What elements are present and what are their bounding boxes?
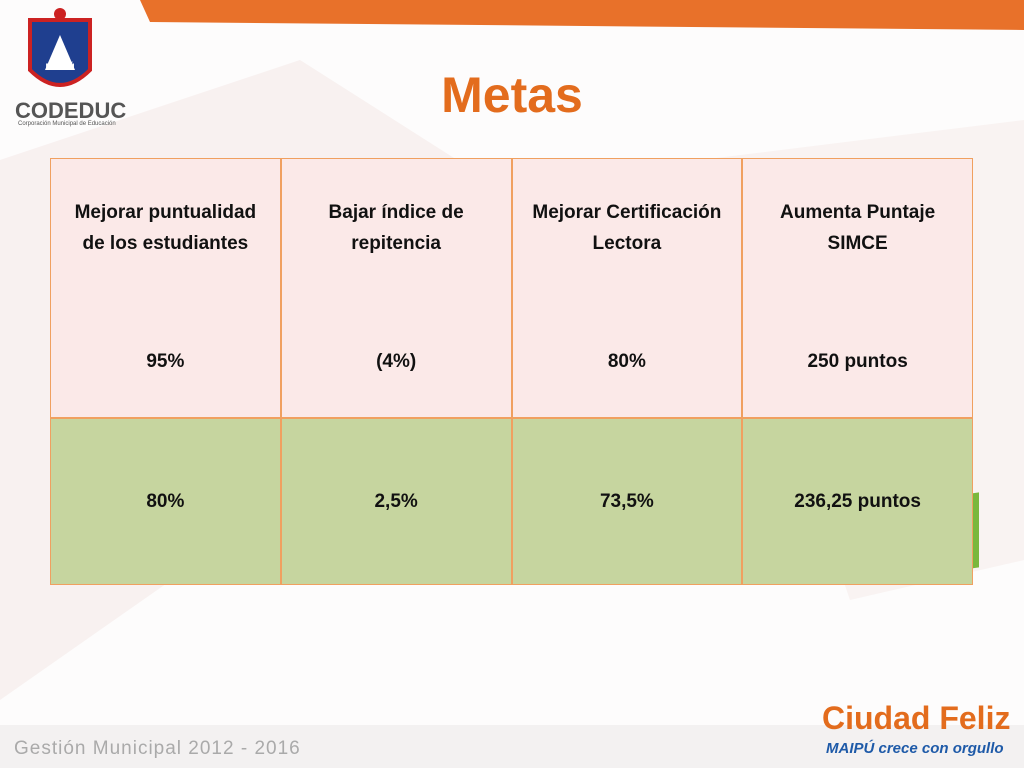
goal-cell: Mejorar Certificación Lectora 80%	[511, 158, 743, 418]
goal-text: Bajar índice de repitencia	[328, 202, 464, 254]
logo-subtitle: Corporación Municipal de Educación	[18, 121, 116, 127]
title: Metas	[441, 67, 583, 123]
result-cell: 236,25 puntos	[742, 418, 973, 585]
target-value: 95%	[146, 351, 185, 372]
result-cell: 2,5%	[280, 418, 512, 585]
crest-text: MAIPÚ	[45, 62, 75, 72]
target-value: (4%)	[376, 351, 417, 372]
goal-text: Aumenta Puntaje SIMCE	[780, 202, 936, 254]
brand: Ciudad Feliz	[822, 700, 1011, 736]
goal-text: Mejorar puntualidad de los estudiantes	[74, 202, 257, 254]
target-value: 80%	[607, 351, 646, 372]
result-cell: 73,5%	[511, 418, 743, 585]
goal-cell: Aumenta Puntaje SIMCE 250 puntos	[742, 158, 973, 418]
goal-cell: Mejorar puntualidad de los estudiantes 95…	[50, 158, 281, 418]
goals-table: Mejorar puntualidad de los estudiantes 95…	[50, 158, 973, 585]
footer-text: Gestión Municipal 2012 - 2016	[14, 738, 301, 759]
goal-text: Mejorar Certificación Lectora	[532, 202, 722, 254]
goal-cell: Bajar índice de repitencia (4%)	[280, 158, 512, 418]
target-value: 250 puntos	[807, 351, 908, 372]
logo-name: CODEDUC	[15, 98, 127, 123]
slogan: MAIPÚ crece con orgullo	[826, 740, 1004, 757]
result-cell: 80%	[50, 418, 281, 585]
